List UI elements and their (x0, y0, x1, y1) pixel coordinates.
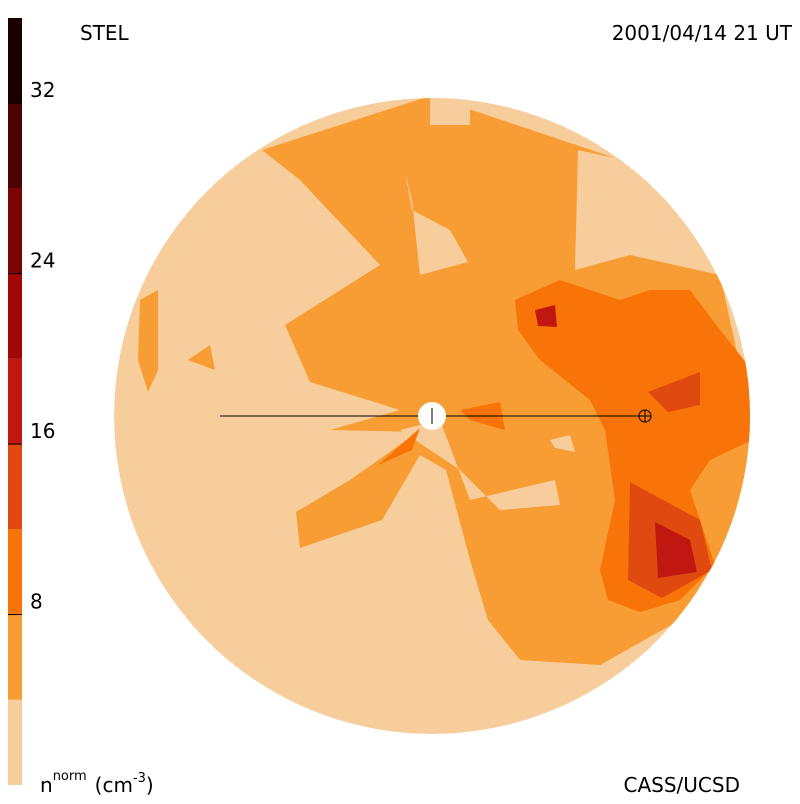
tick-label: 32 (30, 78, 55, 102)
label-unit: (cm (95, 773, 133, 797)
tick-label: 8 (30, 590, 43, 614)
label-symbol: n (40, 773, 53, 797)
credit: CASS/UCSD (624, 773, 740, 797)
chart-title: STEL (80, 21, 130, 45)
tick-label: 24 (30, 249, 55, 273)
label-close: ) (146, 773, 154, 797)
colorbar-label: nnorm (cm-3) (40, 769, 154, 797)
chart-subtitle: 2001/04/14 21 UT (612, 21, 793, 45)
tick-label: 16 (30, 419, 55, 443)
colorbar-band (8, 699, 22, 785)
colorbar-band (8, 444, 22, 530)
label-unit-sup: -3 (133, 771, 146, 786)
colorbar-band (8, 188, 22, 274)
colorbar-band (8, 18, 22, 104)
colorbar-band (8, 358, 22, 445)
label-sup: norm (53, 769, 87, 784)
colorbar-band (8, 529, 22, 615)
colorbar-band (8, 273, 22, 359)
earth-symbol (638, 409, 652, 423)
colorbar-band (8, 103, 22, 189)
colorbar-band (8, 614, 22, 700)
